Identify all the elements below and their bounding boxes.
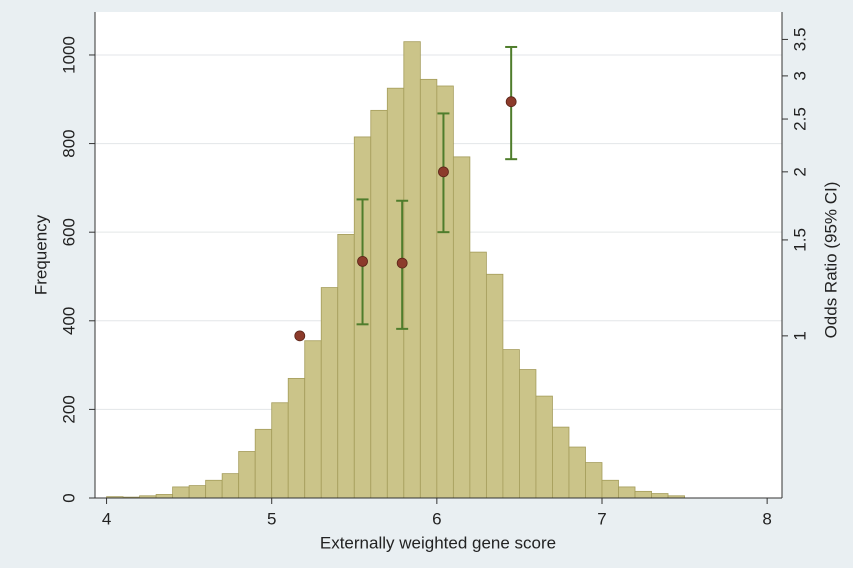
bar — [585, 462, 603, 499]
odds-ratio-point — [357, 255, 368, 267]
bar — [221, 473, 240, 499]
bar — [535, 395, 553, 499]
bar — [601, 479, 619, 499]
bar — [155, 494, 174, 499]
y2-tick-label: 3.5 — [790, 28, 809, 52]
y2-tick-label: 2.5 — [790, 107, 809, 131]
y2-tick-label: 3 — [790, 71, 809, 80]
bar — [651, 493, 669, 499]
x-tick-label: 6 — [432, 509, 441, 528]
bar — [188, 485, 207, 499]
y2-tick-label: 1.5 — [790, 228, 809, 252]
bar — [304, 340, 322, 499]
x-tick-label: 5 — [267, 509, 276, 528]
odds-ratio-point — [396, 257, 408, 269]
y-tick-label: 600 — [59, 218, 78, 246]
bar — [452, 156, 471, 499]
bar — [172, 486, 190, 499]
y2-tick-label: 2 — [790, 167, 809, 176]
bar — [287, 377, 306, 499]
y-tick-label: 800 — [59, 129, 78, 157]
x-axis-label: Externally weighted gene score — [320, 533, 556, 552]
bar — [271, 402, 289, 499]
y-tick-label: 200 — [59, 395, 78, 423]
bar — [568, 446, 586, 499]
bar — [403, 41, 421, 499]
y2-axis-label: Odds Ratio (95% CI) — [821, 182, 840, 339]
x-tick-label: 8 — [762, 509, 771, 528]
bar — [320, 287, 339, 499]
y2-tick-label: 1 — [790, 331, 809, 340]
bar — [254, 428, 273, 499]
bar — [238, 451, 256, 499]
y-tick-label: 1000 — [59, 36, 78, 74]
bar — [618, 486, 636, 499]
y-tick-label: 0 — [59, 493, 78, 502]
bar — [552, 426, 570, 499]
bar — [205, 479, 223, 499]
bar — [469, 251, 487, 499]
odds-ratio-point — [294, 330, 306, 342]
odds-ratio-point — [438, 166, 449, 178]
x-tick-label: 4 — [102, 509, 111, 528]
bar — [337, 233, 355, 499]
bar — [436, 85, 454, 499]
bar — [634, 490, 652, 499]
odds-ratio-point — [505, 96, 517, 108]
y-tick-label: 400 — [59, 307, 78, 335]
x-tick-label: 7 — [597, 509, 606, 528]
bar — [419, 78, 438, 499]
bar — [502, 349, 520, 499]
bar — [519, 369, 537, 499]
y-axis-label: Frequency — [31, 214, 50, 295]
bar — [370, 109, 388, 499]
bar — [485, 273, 504, 499]
